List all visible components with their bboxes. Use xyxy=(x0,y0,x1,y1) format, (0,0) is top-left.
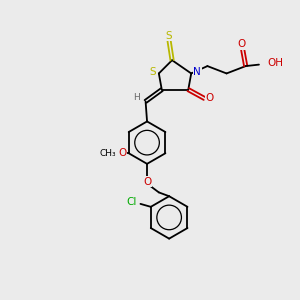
Text: S: S xyxy=(150,67,156,77)
Text: CH₃: CH₃ xyxy=(99,149,116,158)
Text: O: O xyxy=(118,148,126,158)
Text: O: O xyxy=(206,94,214,103)
Text: O: O xyxy=(143,176,151,187)
Text: OH: OH xyxy=(267,58,283,68)
Text: Cl: Cl xyxy=(127,197,137,207)
Text: H: H xyxy=(133,93,140,102)
Text: N: N xyxy=(193,67,201,77)
Text: O: O xyxy=(237,39,245,49)
Text: S: S xyxy=(166,31,172,41)
